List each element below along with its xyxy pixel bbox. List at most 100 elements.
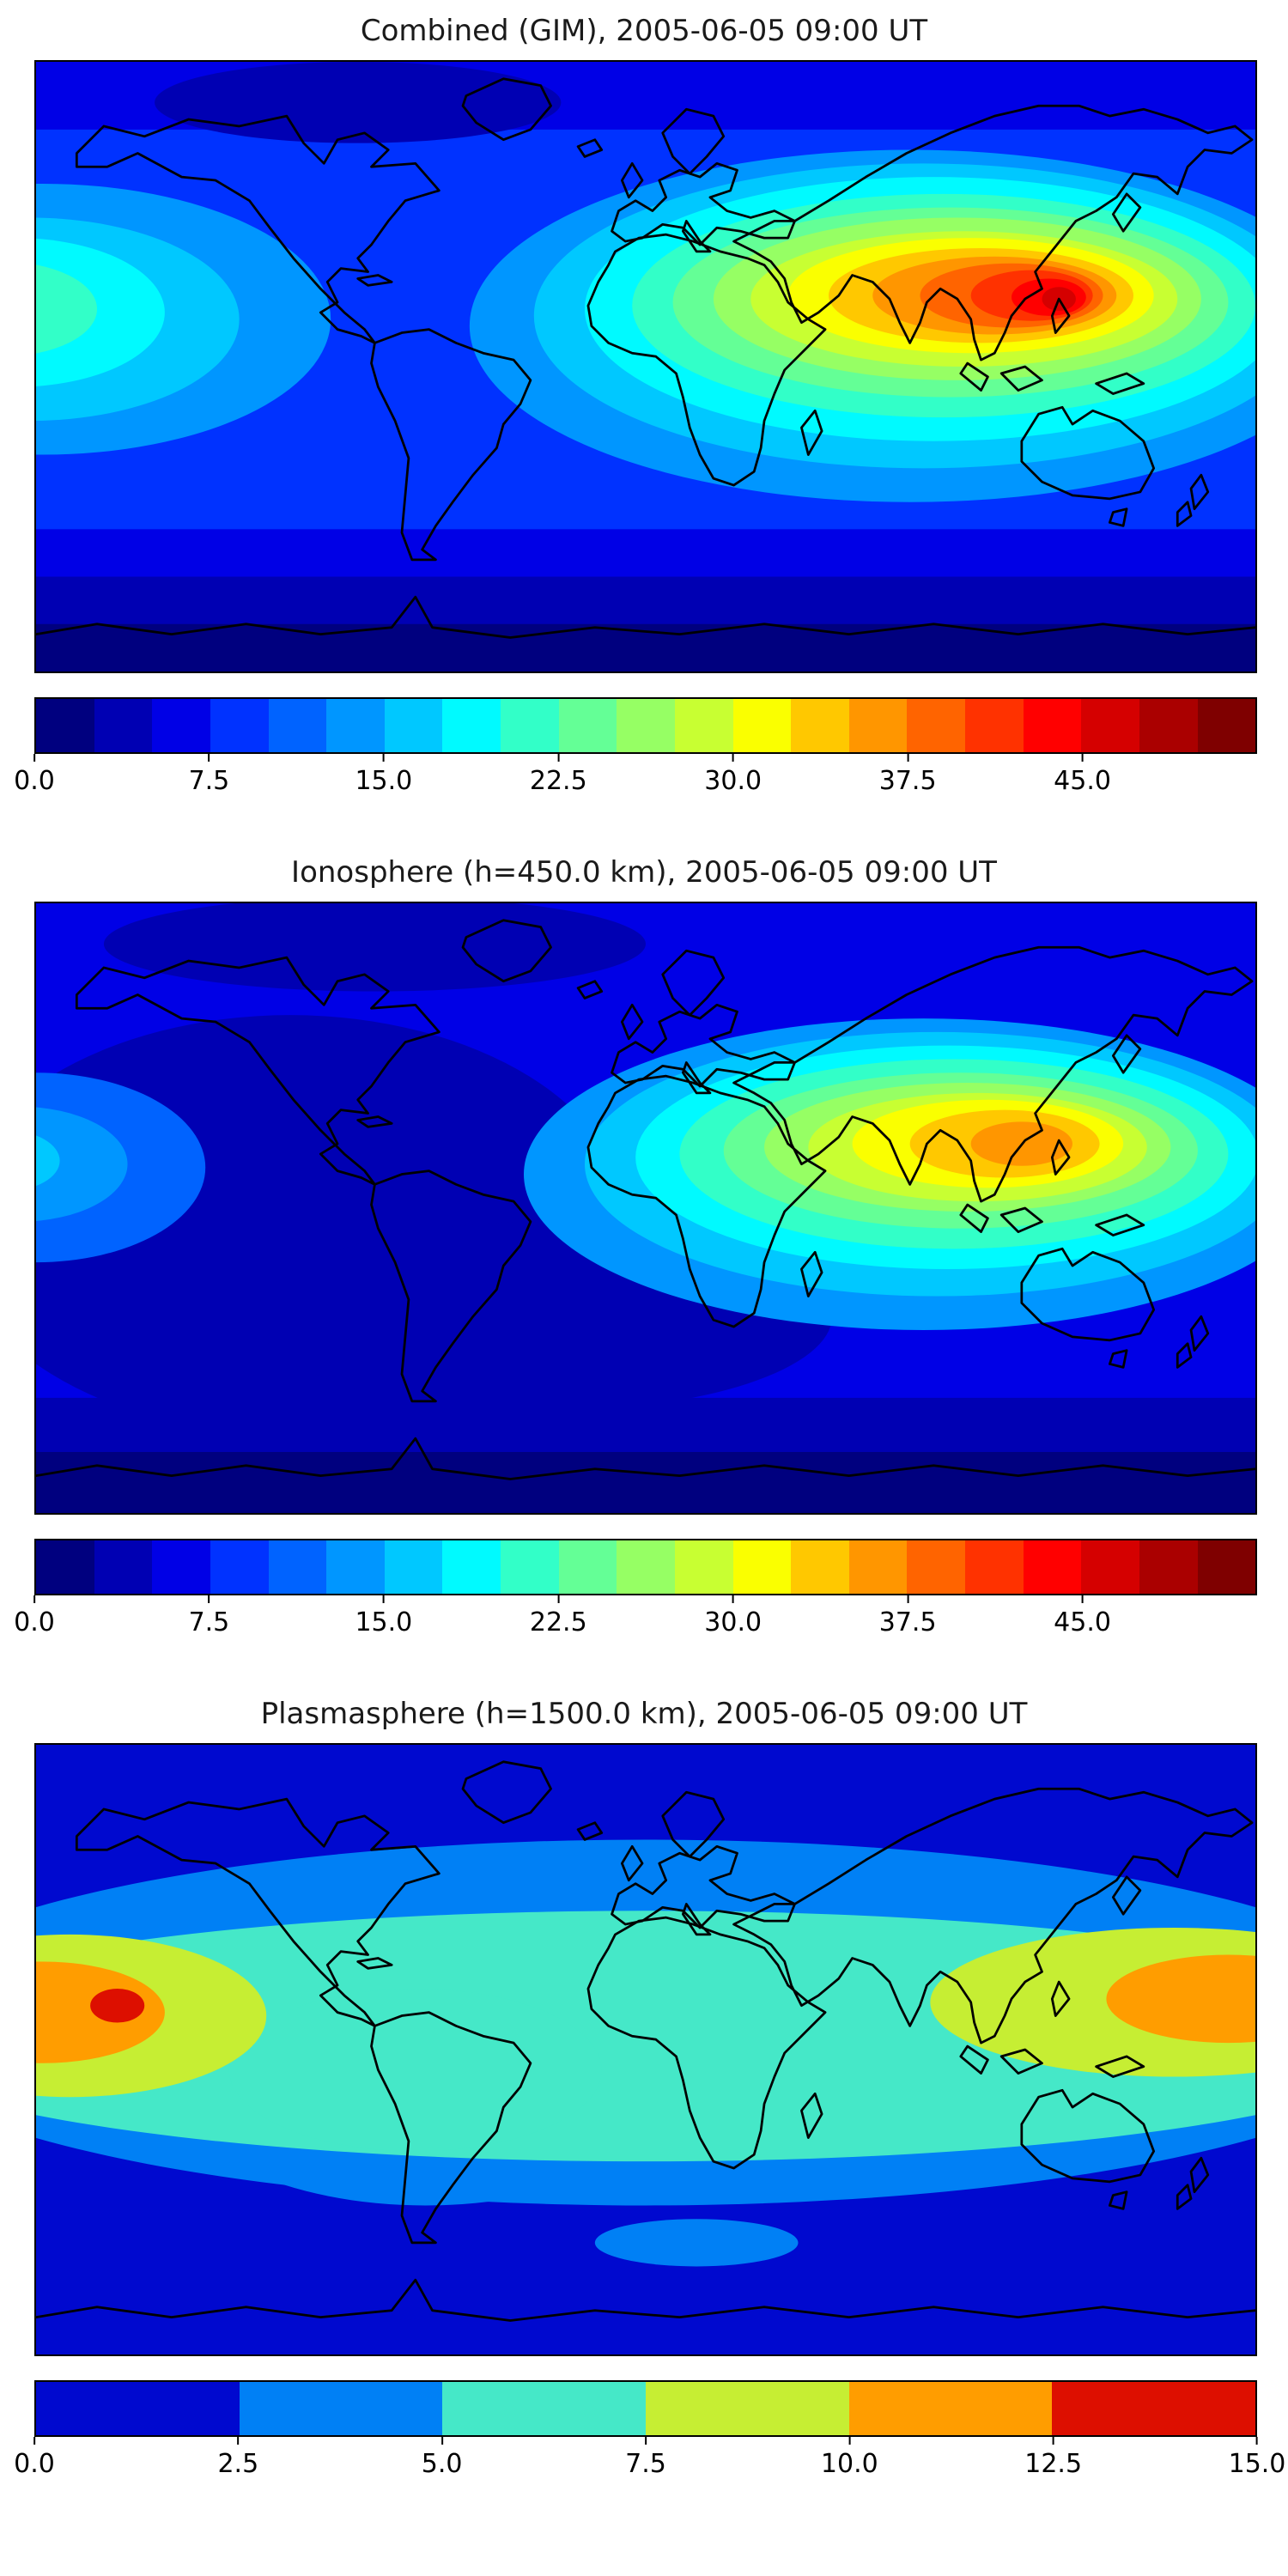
colorbar-tick: 15.0: [1228, 2437, 1286, 2479]
coastline: [1020, 1247, 1156, 1342]
colorbar-tick-label: 7.5: [188, 1607, 230, 1637]
colorbar-tickmark: [1081, 754, 1084, 762]
colorbar-tick-label: 7.5: [188, 766, 230, 796]
contour-band: [1106, 1954, 1255, 2044]
colorbar-segment: [442, 1540, 501, 1594]
colorbar-segment: [1197, 1540, 1256, 1594]
colorbar-segment: [268, 1540, 327, 1594]
colorbar-segment: [1023, 699, 1082, 752]
coastline: [682, 1903, 712, 1936]
colorbar-tick-label: 0.0: [14, 766, 55, 796]
colorbar-tickmark: [1052, 2437, 1054, 2445]
colorbar-ticks-plasmasphere: 0.0 2.5 5.0 7.5 10.0 12.5 15.0: [14, 2437, 1285, 2482]
colorbar-ticks-combined: 0.0 7.5 15.0 22.5 30.0 37.5 45.0: [14, 754, 1257, 799]
colorbar-tick-label: 15.0: [355, 766, 413, 796]
colorbar-segment: [36, 1540, 94, 1594]
colorbar-tick: 22.5: [530, 1595, 587, 1637]
colorbar-segment: [965, 1540, 1024, 1594]
colorbar-segment: [907, 699, 965, 752]
coastline: [461, 1760, 552, 1825]
contour-band: [36, 1135, 60, 1187]
coastline: [75, 114, 440, 344]
colorbar-segment: [965, 699, 1024, 752]
colorbar-tickmark: [382, 1595, 385, 1603]
colorbar-tickmark: [732, 754, 734, 762]
coastline: [36, 595, 1255, 639]
colorbar-segment: [791, 1540, 849, 1594]
colorbar-tick: 30.0: [704, 754, 762, 796]
coastline: [586, 1916, 827, 2170]
colorbar-segment: [1139, 1540, 1198, 1594]
coastline: [356, 1115, 393, 1128]
coastline: [1111, 1034, 1142, 1074]
coastline: [356, 1957, 393, 1970]
coastline: [36, 1437, 1255, 1480]
contour-band: [155, 62, 562, 143]
colorbar-segment: [1023, 1540, 1082, 1594]
colorbar-tick-label: 15.0: [1228, 2449, 1286, 2479]
coastline: [661, 1790, 726, 1858]
coastline: [1050, 1139, 1071, 1176]
colorbar-segment: [210, 1540, 269, 1594]
coastline: [621, 1844, 644, 1882]
coastline: [1095, 2055, 1145, 2078]
coastline: [36, 2278, 1255, 2322]
colorbar-tick-label: 5.0: [421, 2449, 463, 2479]
colorbar-segment: [674, 1540, 733, 1594]
colorbar-segment: [501, 1540, 559, 1594]
colorbar-gradient: [36, 699, 1256, 752]
contour-band: [103, 903, 646, 992]
world-map-plasmasphere: [34, 1743, 1257, 2356]
colorbar-tick: 45.0: [1054, 754, 1111, 796]
coastline: [576, 138, 604, 158]
coastline: [611, 161, 796, 246]
colorbar-tickmark: [440, 2437, 443, 2445]
coastline: [959, 361, 989, 392]
coastline: [1176, 2156, 1210, 2210]
coastline: [370, 328, 532, 562]
coastline: [800, 409, 823, 456]
colorbar-tickmark: [208, 754, 210, 762]
colorbar-segment: [326, 1540, 385, 1594]
coastline: [682, 220, 712, 253]
colorbar-tickmark: [33, 1595, 35, 1603]
coastline: [611, 1003, 796, 1088]
coastline: [356, 274, 393, 287]
coastline: [999, 1206, 1043, 1233]
colorbar-tick: 15.0: [355, 754, 412, 796]
map-svg: [36, 62, 1255, 671]
coastline: [611, 1844, 796, 1929]
coastline: [75, 956, 440, 1186]
colorbar-segment: [442, 2382, 647, 2435]
colorbar-tick-label: 30.0: [704, 766, 762, 796]
colorbar-tickmark: [237, 2437, 240, 2445]
colorbar-segment: [791, 699, 849, 752]
colorbar-tickmark: [208, 1595, 210, 1603]
colorbar-segment: [384, 1540, 443, 1594]
coastline: [576, 980, 604, 999]
colorbar-segment: [732, 699, 792, 752]
contour-band: [594, 2219, 799, 2267]
colorbar-combined: [34, 697, 1257, 754]
colorbar-tick-label: 45.0: [1054, 766, 1111, 796]
coastline: [999, 365, 1043, 392]
colorbar-segment: [152, 699, 210, 752]
colorbar-tick: 0.0: [14, 754, 55, 796]
contour-band: [90, 1989, 145, 2023]
coastline: [1020, 405, 1156, 501]
colorbar-tickmark: [1081, 1595, 1084, 1603]
coastline: [1111, 192, 1142, 233]
panel-title-ionosphere: Ionosphere (h=450.0 km), 2005-06-05 09:0…: [291, 855, 997, 890]
coastline: [1176, 1315, 1210, 1369]
world-map-ionosphere: [34, 902, 1257, 1515]
coastline: [1109, 2190, 1128, 2210]
coastline: [732, 1787, 1254, 2044]
coastline: [461, 919, 552, 983]
colorbar-ticks-ionosphere: 0.0 7.5 15.0 22.5 30.0 37.5 45.0: [14, 1595, 1257, 1640]
coastline: [1095, 372, 1145, 395]
colorbar-tick: 30.0: [704, 1595, 762, 1637]
colorbar-tick: 0.0: [14, 1595, 55, 1637]
coastline: [732, 945, 1254, 1203]
colorbar-segment: [732, 1540, 792, 1594]
colorbar-segment: [848, 699, 908, 752]
